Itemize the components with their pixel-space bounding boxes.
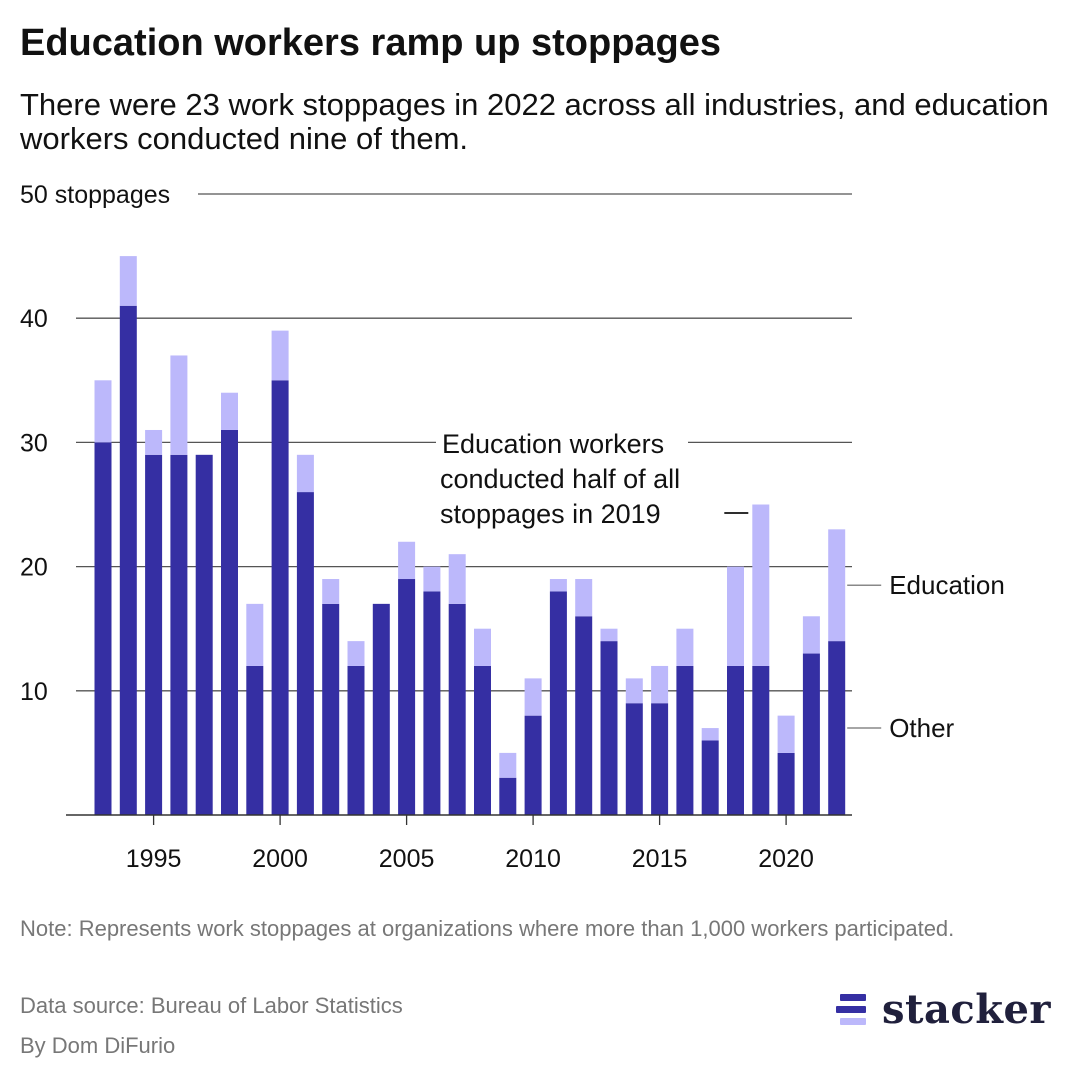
bar-education xyxy=(94,380,112,443)
byline: By Dom DiFurio xyxy=(20,1033,176,1058)
bar-other xyxy=(575,616,593,815)
chart-note: Note: Represents work stoppages at organ… xyxy=(20,916,955,941)
chart-subtitle: There were 23 work stoppages in 2022 acr… xyxy=(20,87,1049,156)
bar-other xyxy=(296,492,314,815)
bar-other xyxy=(398,579,416,815)
bar-education xyxy=(651,665,669,704)
y-tick-label: 50 stoppages xyxy=(20,181,170,209)
bar-education xyxy=(398,541,416,580)
bar-education xyxy=(170,355,188,455)
bar-other xyxy=(499,777,517,815)
bar-education xyxy=(347,641,365,666)
bar-education xyxy=(423,566,441,592)
bar-other xyxy=(474,665,491,815)
bar-education xyxy=(119,256,137,306)
y-tick-label: 30 xyxy=(20,429,48,457)
bar-education xyxy=(221,392,238,430)
bar-other xyxy=(549,591,567,815)
bar-other xyxy=(448,603,466,815)
x-tick-label: 2005 xyxy=(379,845,435,873)
bar-education xyxy=(727,566,744,666)
bar-other xyxy=(752,665,770,815)
y-tick-label: 40 xyxy=(20,305,48,333)
legend-label-education: Education xyxy=(889,570,1005,600)
bar-education xyxy=(271,330,289,381)
bar-other xyxy=(651,703,669,815)
bar-education xyxy=(499,752,517,778)
bar-other xyxy=(94,442,112,815)
bar-other xyxy=(119,305,137,815)
bar-other xyxy=(777,752,795,815)
annotation-line: conducted half of all xyxy=(440,464,680,494)
bar-other xyxy=(271,380,289,815)
bar-other xyxy=(170,454,188,815)
annotation-line: stoppages in 2019 xyxy=(440,499,661,529)
x-tick-label: 2020 xyxy=(758,845,814,873)
bar-education xyxy=(802,616,820,654)
bar-education xyxy=(777,715,795,753)
bar-education xyxy=(296,454,314,493)
bar-other xyxy=(145,454,163,815)
bar-other xyxy=(195,454,213,815)
x-tick-label: 2015 xyxy=(632,845,688,873)
annotation-line: Education workers xyxy=(442,429,664,459)
stacker-stripes-icon xyxy=(836,992,870,1028)
bar-education xyxy=(676,628,694,666)
bar-education xyxy=(145,429,163,455)
bar-education xyxy=(474,628,491,666)
bar-education xyxy=(701,728,719,741)
bar-other xyxy=(322,603,340,815)
legend-label-other: Other xyxy=(889,713,954,743)
bar-education xyxy=(575,579,593,617)
bar-other xyxy=(676,665,694,815)
x-tick-label: 2010 xyxy=(505,845,561,873)
bar-education xyxy=(448,554,466,604)
bar-education xyxy=(549,579,567,592)
chart-title: Education workers ramp up stoppages xyxy=(20,22,722,64)
bar-education xyxy=(828,529,846,642)
bar-other xyxy=(221,429,238,815)
y-tick-label: 20 xyxy=(20,554,48,582)
bar-other xyxy=(246,665,264,815)
x-tick-label: 1995 xyxy=(126,845,182,873)
bar-other xyxy=(828,641,846,815)
bar-education xyxy=(752,504,770,666)
bar-other xyxy=(727,665,744,815)
bar-other xyxy=(802,653,820,815)
stacker-logo: stacker xyxy=(836,986,1051,1033)
bar-education xyxy=(600,628,618,642)
bar-education xyxy=(322,579,340,604)
bar-education xyxy=(246,603,264,666)
stacked-bar-chart: 10 20 30 40 50 stoppages 1995 2000 2005 2010 2015… xyxy=(20,181,1005,873)
bar-education xyxy=(625,678,643,704)
data-source: Data source: Bureau of Labor Statistics xyxy=(20,993,403,1018)
bar-other xyxy=(625,703,643,815)
x-tick-label: 2000 xyxy=(252,845,308,873)
bar-other xyxy=(347,665,365,815)
y-tick-label: 10 xyxy=(20,678,48,706)
logo-text: stacker xyxy=(882,986,1052,1033)
bar-education xyxy=(524,678,542,716)
bar-other xyxy=(701,740,719,815)
bar-other xyxy=(372,603,390,815)
bar-other xyxy=(524,715,542,815)
annotation-knockout xyxy=(436,429,688,459)
bar-other xyxy=(600,641,618,815)
bar-other xyxy=(423,591,441,815)
